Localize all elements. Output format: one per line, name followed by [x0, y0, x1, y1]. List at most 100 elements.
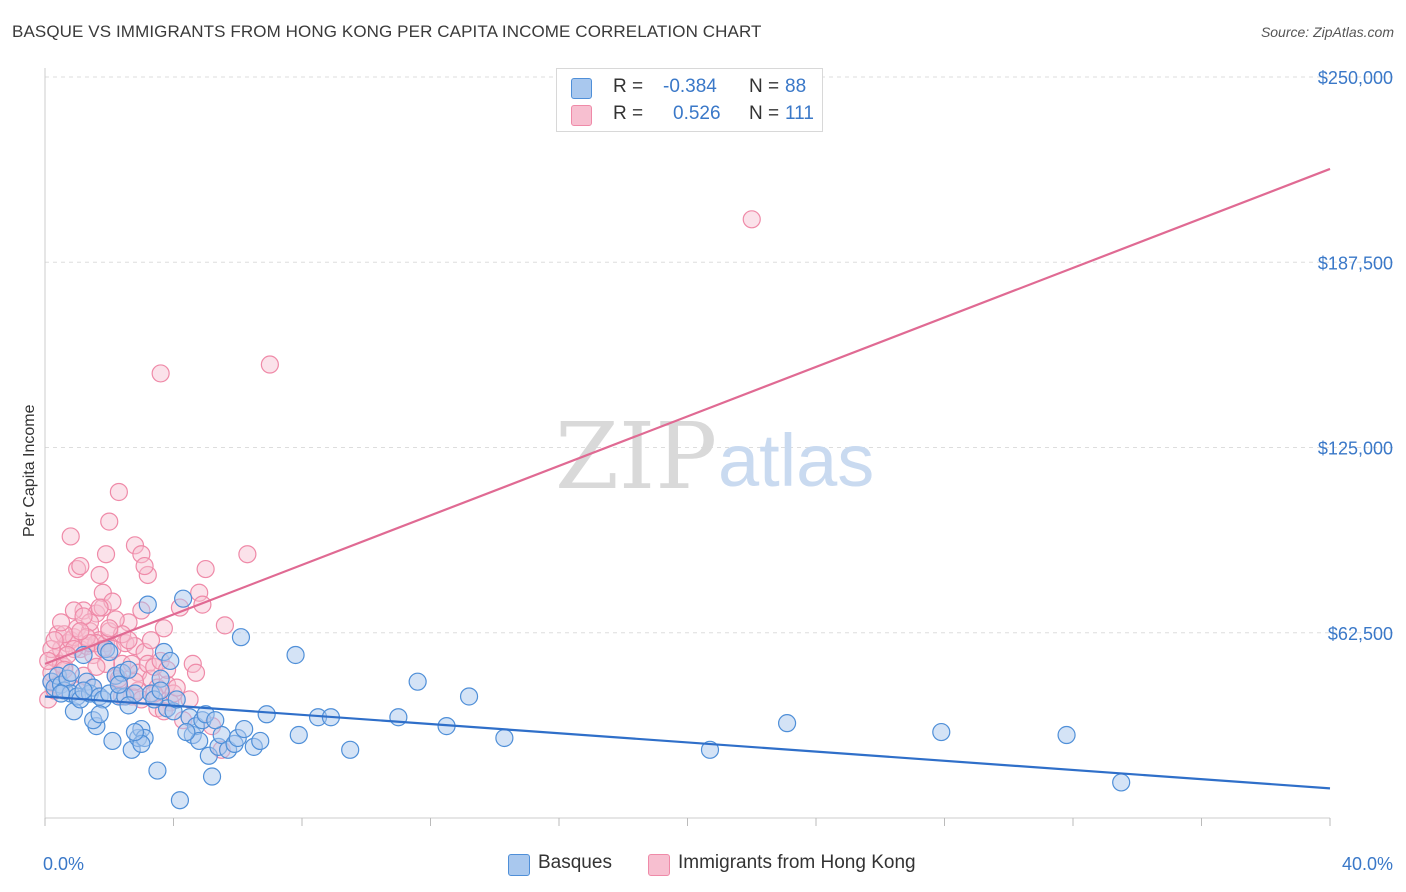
basques-point — [1112, 773, 1131, 792]
basques-point — [119, 696, 138, 715]
hk-label: Immigrants from Hong Kong — [678, 852, 916, 873]
trend-lines — [44, 167, 1331, 790]
hk-point — [109, 482, 128, 502]
source-label: Source: ZipAtlas.com — [1260, 24, 1394, 40]
basques-point — [177, 722, 196, 742]
x-tick-label: 0.0% — [43, 854, 84, 874]
hk-point — [135, 556, 154, 576]
basques-point — [408, 672, 427, 691]
legend-n-label: N = — [749, 103, 780, 124]
basques-point — [125, 722, 145, 742]
hk-point — [196, 559, 215, 579]
basques-point — [174, 589, 193, 608]
y-axis-label: Per Capita Income — [21, 404, 38, 537]
basques-point — [161, 651, 180, 671]
hk-point — [39, 651, 58, 671]
hk-point — [260, 355, 279, 374]
basques-label: Basques — [538, 852, 612, 873]
y-tick-label: $62,500 — [1328, 624, 1393, 644]
hk-point — [45, 631, 64, 650]
legend-n-value: 88 — [785, 76, 807, 97]
legend-swatch-hk — [571, 105, 592, 126]
basques-point — [700, 740, 720, 759]
axis-labels: $62,500 $125,000 $187,500 $250,000 0.0% 40.0%… — [21, 68, 1393, 874]
basques-point — [138, 595, 157, 614]
hk-point — [141, 631, 161, 650]
hk-point — [190, 583, 209, 602]
basques-points — [42, 589, 1131, 810]
hk-point — [215, 616, 234, 635]
hk-point — [238, 545, 257, 564]
correlation-legend: R = -0.384 N = 88 R = 0.526 N = 111 — [556, 68, 823, 132]
basques-point — [190, 731, 209, 751]
hk-point — [90, 565, 109, 585]
hk-point — [154, 619, 173, 638]
basques-point — [148, 761, 167, 780]
hk-point — [51, 613, 71, 632]
basques-trend-line — [44, 695, 1331, 790]
basques-point — [289, 725, 308, 745]
hk-swatch — [648, 854, 670, 876]
y-tick-label: $187,500 — [1318, 253, 1393, 273]
hk-trend-line — [44, 167, 1331, 665]
legend-r-value: -0.384 — [663, 76, 717, 97]
basques-point — [459, 687, 479, 706]
hk-point — [68, 559, 87, 579]
hk-point — [100, 619, 119, 638]
basques-point — [257, 705, 276, 724]
basques-point — [90, 705, 109, 724]
hk-point — [64, 601, 84, 620]
y-tick-label: $250,000 — [1318, 68, 1393, 88]
legend-r-value: 0.526 — [673, 103, 721, 124]
chart-title: BASQUE VS IMMIGRANTS FROM HONG KONG PER … — [12, 22, 762, 41]
hk-point — [100, 512, 119, 531]
basques-point — [202, 767, 222, 786]
basques-point — [61, 663, 80, 682]
legend-swatch-basques — [571, 78, 592, 99]
hk-point — [125, 536, 145, 555]
hk-point — [132, 545, 151, 564]
legend-n-value: 111 — [785, 103, 814, 124]
hk-point — [193, 595, 212, 614]
hk-point — [96, 545, 116, 564]
basques-point — [777, 714, 797, 733]
basques-point — [1057, 725, 1076, 745]
watermark-zip: ZIP — [555, 403, 717, 510]
hk-point — [742, 210, 761, 229]
hk-point — [90, 598, 109, 617]
basques-point — [495, 728, 514, 748]
basques-point — [286, 645, 305, 665]
basques-point — [206, 711, 225, 730]
hk-point — [87, 657, 106, 676]
basques-point — [167, 690, 186, 709]
hk-point — [71, 622, 90, 641]
basques-point — [100, 642, 119, 662]
basques-point — [251, 731, 270, 751]
axes — [44, 68, 1331, 826]
basques-point — [231, 628, 251, 647]
hk-point — [61, 527, 80, 546]
legend-r-label: R = — [613, 103, 644, 124]
basques-point — [341, 740, 360, 759]
basques-point — [51, 684, 71, 703]
watermark: ZIP atlas — [555, 403, 874, 510]
hk-point — [186, 663, 206, 682]
hk-point — [74, 607, 93, 626]
basques-point — [151, 681, 170, 700]
basques-point — [103, 731, 122, 751]
basques-point — [74, 681, 93, 700]
basques-swatch — [508, 854, 530, 876]
basques-point — [932, 722, 951, 742]
hk-point — [135, 642, 154, 662]
basques-point — [109, 675, 128, 694]
hk-point — [151, 364, 170, 383]
hk-point — [71, 556, 90, 576]
watermark-atlas: atlas — [718, 419, 874, 502]
x-tick-label: 40.0% — [1342, 854, 1393, 874]
basques-point — [235, 719, 254, 739]
legend-r-label: R = — [613, 76, 644, 97]
legend-n-label: N = — [749, 76, 780, 97]
basques-point — [170, 791, 190, 810]
basques-point — [119, 660, 138, 679]
